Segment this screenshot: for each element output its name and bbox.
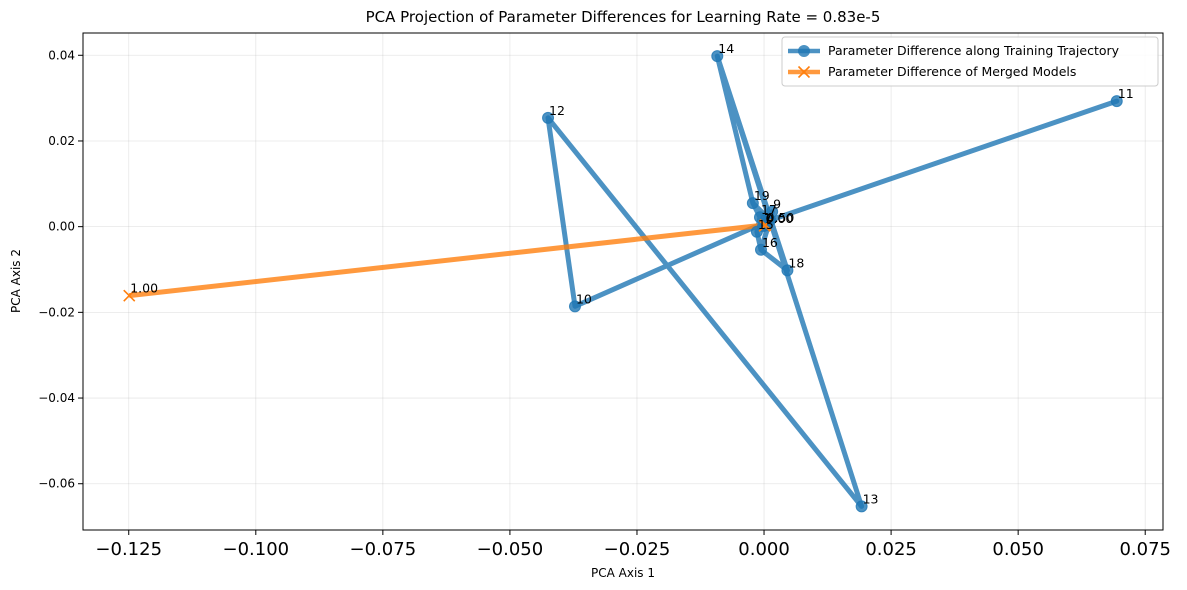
point-label: 0.00 bbox=[766, 211, 794, 226]
point-label: 16 bbox=[762, 235, 778, 250]
point-marker bbox=[123, 289, 136, 302]
point-label: 7 bbox=[764, 211, 772, 226]
point-label: 17 bbox=[761, 202, 777, 217]
point-label: 12 bbox=[549, 103, 565, 118]
point-marker bbox=[754, 243, 767, 256]
point-marker bbox=[750, 225, 763, 238]
point-label: 13 bbox=[863, 491, 879, 506]
chart-title: PCA Projection of Parameter Differences … bbox=[366, 8, 881, 26]
point-marker bbox=[1110, 95, 1123, 108]
point-label: 18 bbox=[788, 255, 804, 270]
y-tick-label: 0.02 bbox=[48, 134, 75, 148]
legend-label-merged: Parameter Difference of Merged Models bbox=[828, 64, 1076, 79]
point-marker bbox=[758, 219, 771, 232]
series-markers bbox=[123, 50, 1123, 513]
x-tick-label: 0.075 bbox=[1119, 539, 1171, 560]
x-tick-label: −0.100 bbox=[222, 539, 289, 560]
legend-box bbox=[781, 36, 1159, 87]
x-tick-label: 0.050 bbox=[992, 539, 1044, 560]
y-tick-label: −0.02 bbox=[38, 305, 75, 319]
point-marker bbox=[781, 264, 794, 277]
point-marker bbox=[855, 500, 868, 513]
x-tick-label: −0.025 bbox=[604, 539, 671, 560]
point-label: 11 bbox=[1118, 86, 1134, 101]
point-marker-stroke bbox=[758, 219, 771, 232]
y-tick-label: −0.04 bbox=[38, 391, 75, 405]
point-label: 19 bbox=[754, 188, 770, 203]
y-tick-label: −0.06 bbox=[38, 477, 75, 491]
point-marker bbox=[746, 197, 759, 210]
point-label: 15 bbox=[758, 217, 774, 232]
x-tick-label: −0.075 bbox=[350, 539, 417, 560]
legend-x-stroke bbox=[797, 65, 811, 79]
legend-marker-trajectory bbox=[798, 45, 810, 57]
y-axis-label: PCA Axis 2 bbox=[9, 249, 23, 313]
x-tick-label: 0.025 bbox=[865, 539, 917, 560]
point-marker bbox=[753, 211, 766, 224]
point-marker-stroke bbox=[123, 289, 136, 302]
axis-ticks: −0.125 −0.100 −0.075 −0.050 −0.025 0.000 0.025… bbox=[38, 48, 1171, 560]
legend-label-trajectory: Parameter Difference along Training Traj… bbox=[828, 43, 1120, 58]
x-tick-label: −0.125 bbox=[95, 539, 162, 560]
point-marker bbox=[568, 300, 581, 313]
grid-lines bbox=[83, 33, 1163, 530]
point-marker bbox=[766, 205, 779, 218]
y-tick-label: 0.04 bbox=[48, 48, 75, 62]
point-label: 1.00 bbox=[130, 281, 158, 296]
plot-frame bbox=[82, 32, 1164, 531]
point-label: 0.50 bbox=[767, 210, 795, 225]
x-axis-label: PCA Axis 1 bbox=[591, 566, 655, 580]
point-label: 10 bbox=[576, 291, 592, 306]
point-marker bbox=[542, 111, 555, 124]
legend: Parameter Difference along Training Traj… bbox=[781, 36, 1159, 87]
x-tick-label: −0.050 bbox=[477, 539, 544, 560]
point-label: 14 bbox=[718, 41, 734, 56]
point-label: 9 bbox=[773, 197, 781, 212]
y-tick-label: 0.00 bbox=[48, 220, 75, 234]
x-tick-label: 0.000 bbox=[738, 539, 790, 560]
point-marker bbox=[711, 50, 724, 63]
legend-marker-merged bbox=[797, 65, 811, 79]
